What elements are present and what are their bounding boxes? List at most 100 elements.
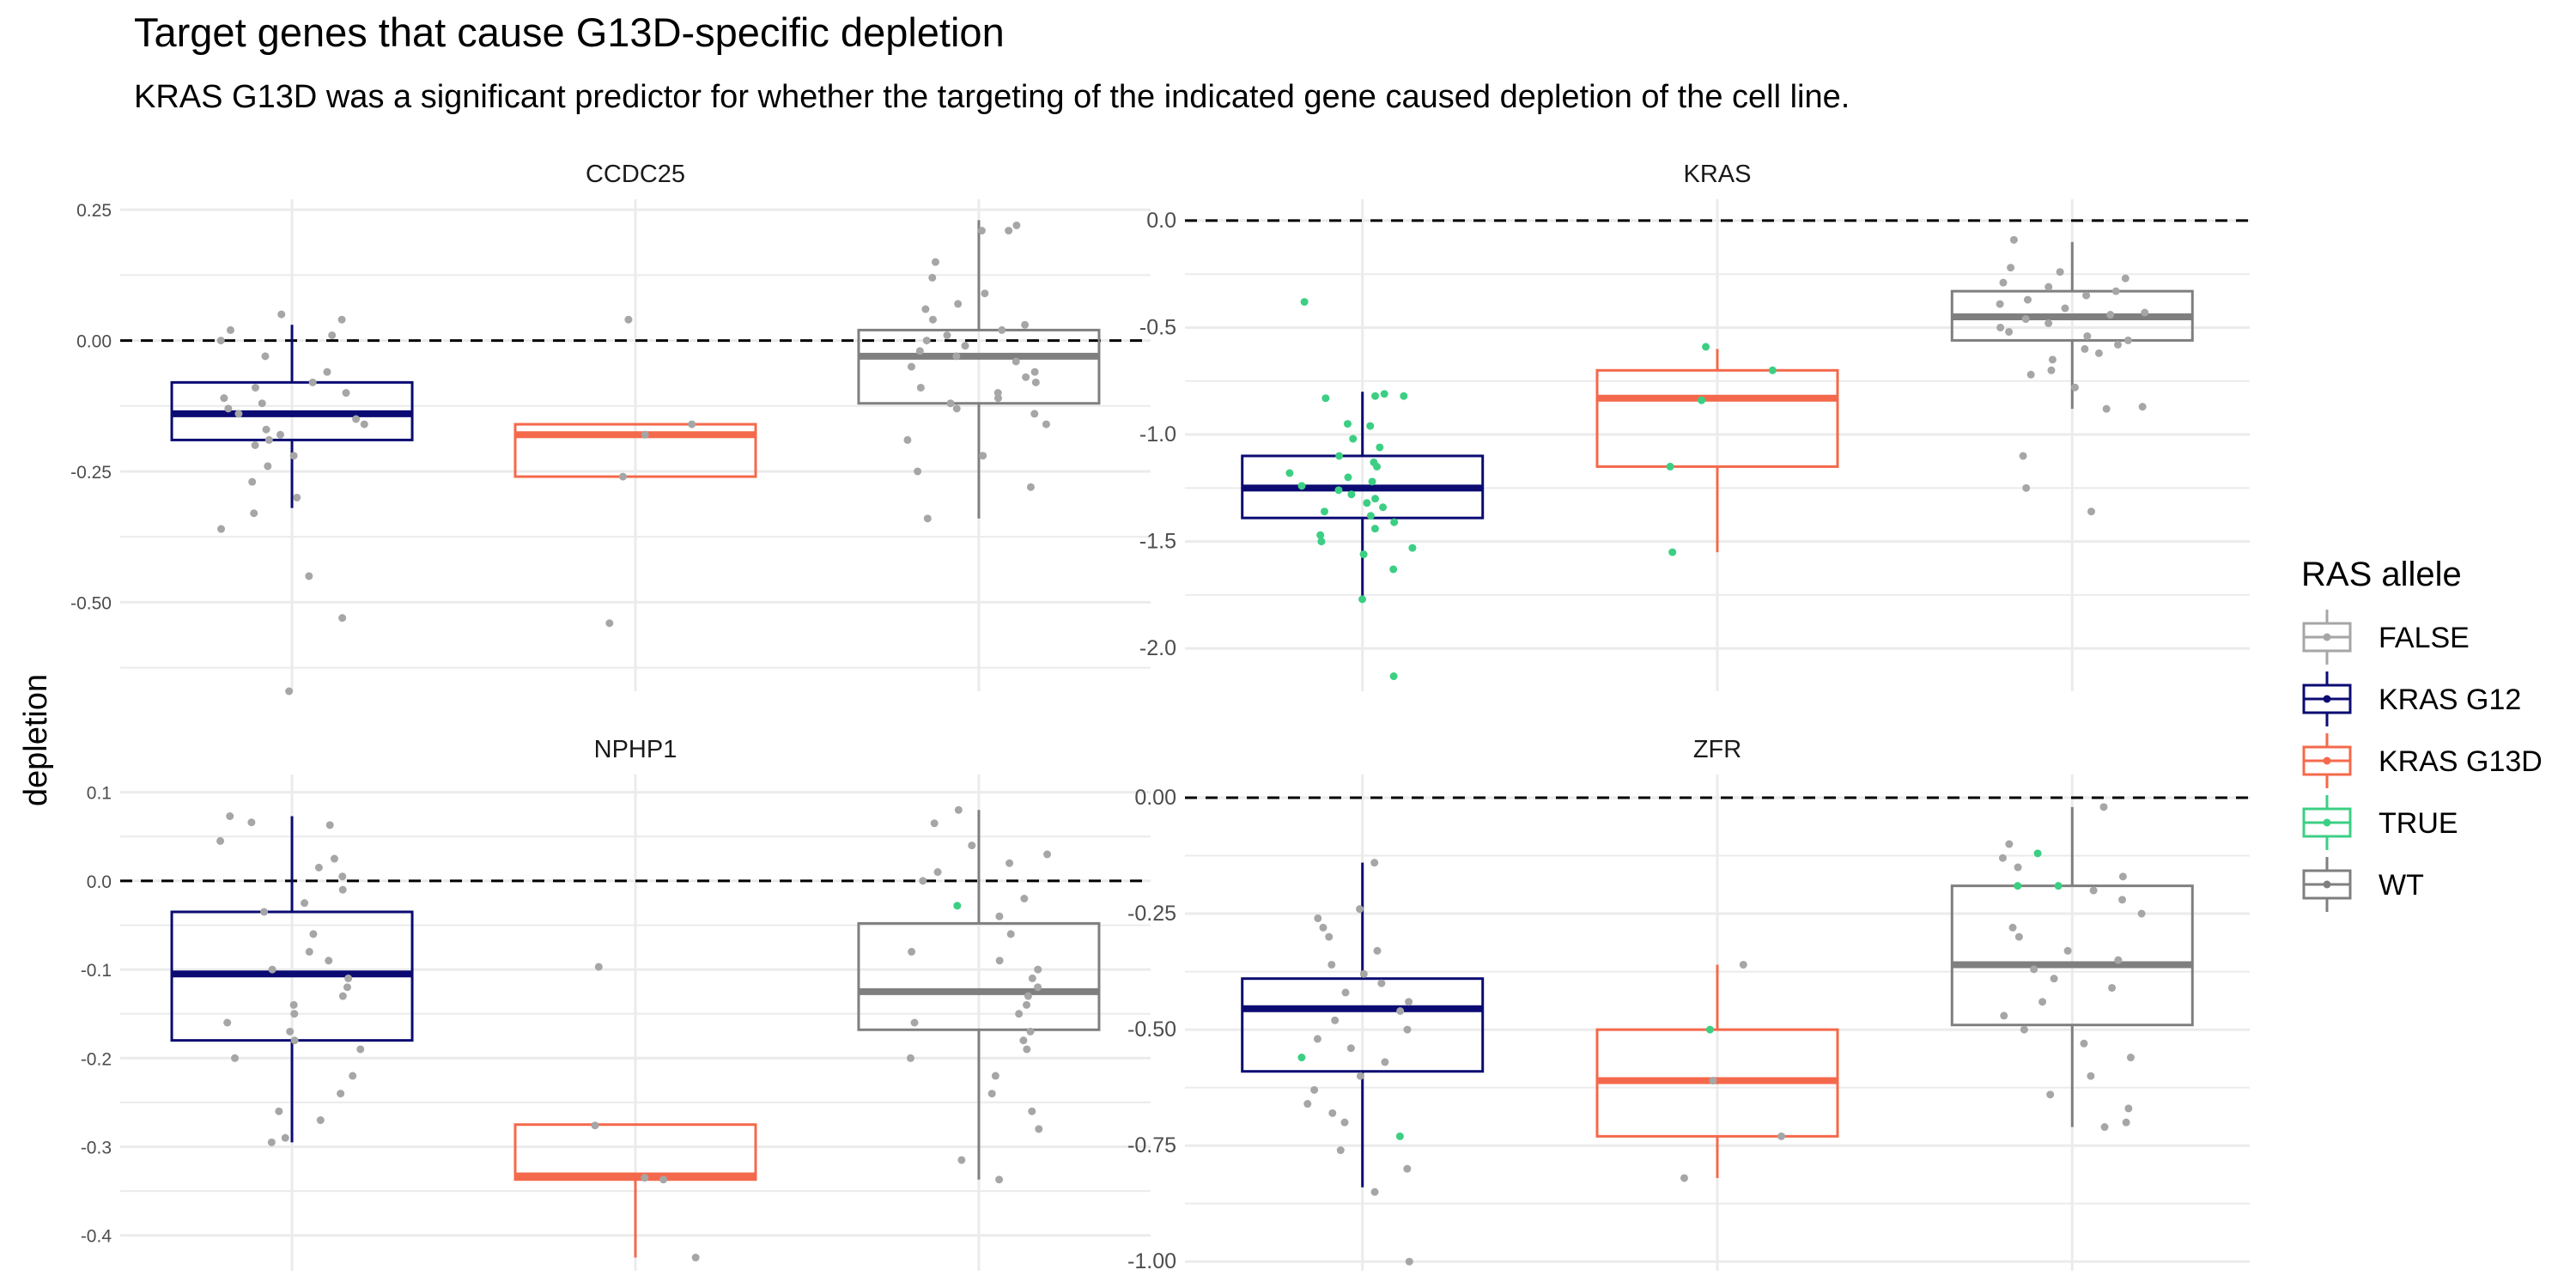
data-point <box>1034 983 1042 992</box>
data-point <box>1026 483 1035 491</box>
data-point <box>2100 1123 2109 1132</box>
box-kras-g13d <box>513 1123 757 1258</box>
data-point <box>2038 998 2047 1006</box>
data-point <box>2122 1118 2130 1127</box>
data-point <box>216 836 225 845</box>
data-point <box>1316 531 1325 539</box>
data-point <box>1297 482 1306 490</box>
data-point <box>2022 483 2031 492</box>
data-point <box>2141 308 2149 317</box>
data-point <box>943 331 951 339</box>
data-point <box>1325 933 1334 941</box>
data-point <box>2044 319 2053 327</box>
data-point <box>1328 1109 1337 1117</box>
y-tick-label: -0.3 <box>81 1139 112 1158</box>
data-point <box>1012 357 1020 366</box>
data-point <box>325 957 333 965</box>
data-point <box>2089 886 2098 895</box>
y-tick-label: 0.00 <box>76 332 112 352</box>
data-point <box>328 331 337 339</box>
legend-item-kras-g12: KRAS G12 <box>2302 671 2521 726</box>
data-point <box>953 902 962 910</box>
legend: RAS allele FALSE KRAS G12 KRAS G13D TRUE WT <box>2301 556 2543 912</box>
data-point <box>2005 327 2014 336</box>
y-tick-label: 0.1 <box>87 784 112 804</box>
box-kras-g12 <box>1241 392 1485 599</box>
data-point <box>2121 274 2129 283</box>
data-point <box>349 1072 357 1080</box>
data-point <box>2081 344 2089 353</box>
data-point <box>1359 550 1368 559</box>
data-point <box>289 1000 298 1009</box>
y-tick-label: -1.00 <box>1127 1249 1176 1273</box>
box-kras-g13d <box>1595 964 1839 1178</box>
data-point <box>1024 992 1032 1000</box>
y-tick-label: 0.0 <box>87 872 112 892</box>
box-kras-g12 <box>170 325 414 508</box>
data-point <box>1403 1164 1412 1173</box>
data-point <box>290 1010 299 1018</box>
data-point <box>2048 355 2057 364</box>
data-point <box>1021 320 1030 329</box>
facet-nphp1: NPHP1 0.1 0.0 -0.1 -0.2 -0.3 -0.4 <box>81 736 1151 1271</box>
data-point <box>952 404 961 413</box>
data-point <box>2044 283 2053 291</box>
box-wt <box>1950 241 2194 410</box>
data-point <box>2118 872 2127 881</box>
data-point <box>1334 486 1343 495</box>
box-iqr <box>1241 977 1485 1073</box>
y-tick-label: -0.25 <box>70 463 112 483</box>
data-point <box>1396 1006 1405 1015</box>
data-point <box>995 1176 1004 1184</box>
data-point <box>993 394 1002 403</box>
data-point <box>933 868 942 877</box>
data-point <box>261 352 270 361</box>
data-point <box>907 362 915 371</box>
data-point <box>2014 882 2022 890</box>
box-iqr <box>857 921 1101 1031</box>
data-point <box>1313 1035 1321 1043</box>
legend-item-true: TRUE <box>2302 795 2458 850</box>
data-point <box>1028 974 1036 982</box>
data-point <box>1705 1025 1714 1034</box>
data-point <box>1303 1100 1312 1109</box>
data-point <box>1005 227 1013 235</box>
data-point <box>1370 525 1379 533</box>
data-point <box>1015 1010 1024 1018</box>
data-point <box>2118 896 2127 904</box>
y-tick-label: -1.0 <box>1139 422 1176 447</box>
data-point <box>223 1018 232 1027</box>
data-point <box>1314 914 1322 922</box>
data-point <box>2102 404 2111 413</box>
data-point <box>290 1036 299 1045</box>
data-point <box>1376 443 1384 452</box>
data-point <box>1405 998 1413 1006</box>
data-point <box>1403 1025 1412 1034</box>
data-point <box>1363 499 1371 507</box>
data-point <box>1022 373 1030 381</box>
data-point <box>688 420 696 428</box>
data-point <box>1371 392 1380 400</box>
data-point <box>360 420 368 428</box>
data-point <box>1373 462 1382 471</box>
data-point <box>922 337 931 345</box>
data-point <box>605 619 614 628</box>
facet-title-zfr: ZFR <box>1693 736 1741 763</box>
data-point <box>248 477 257 486</box>
legend-label-true: TRUE <box>2379 807 2458 840</box>
box-wt <box>857 810 1101 1180</box>
data-point <box>2082 291 2091 300</box>
data-point <box>1998 854 2007 862</box>
data-point <box>220 394 228 403</box>
data-point <box>618 472 627 481</box>
data-point <box>1359 969 1368 978</box>
data-point <box>289 452 298 460</box>
data-point <box>1030 410 1039 418</box>
data-point <box>2087 507 2096 516</box>
data-point <box>1380 390 1388 398</box>
data-point <box>1031 378 1040 386</box>
data-point <box>224 404 233 413</box>
box-iqr <box>513 422 757 478</box>
data-point <box>1400 392 1408 400</box>
data-point <box>2063 946 2072 955</box>
